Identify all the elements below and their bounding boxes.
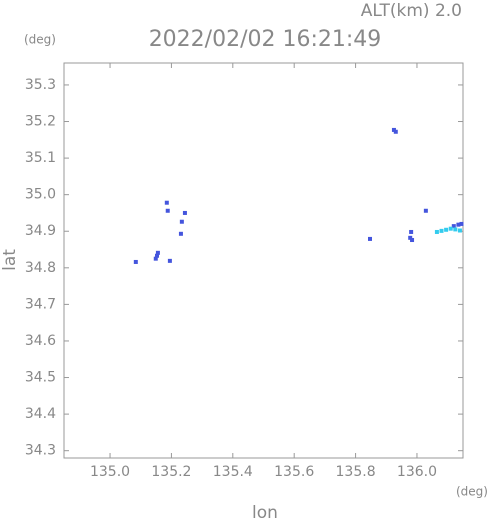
point xyxy=(451,224,456,229)
point xyxy=(178,231,183,236)
y-tick-label: 34.3 xyxy=(25,443,56,459)
y-tick-label: 34.9 xyxy=(25,223,56,239)
point xyxy=(453,227,458,232)
y-tick-label: 34.8 xyxy=(25,260,56,276)
point xyxy=(167,258,172,263)
point xyxy=(448,226,453,231)
x-tick-label: 135.0 xyxy=(90,464,130,480)
y-tick-label: 35.1 xyxy=(25,150,56,166)
point xyxy=(409,229,414,234)
point xyxy=(423,208,428,213)
point xyxy=(408,235,413,240)
point xyxy=(439,228,444,233)
x-tick-label: 135.2 xyxy=(151,464,191,480)
y-tick-label: 35.2 xyxy=(25,114,56,130)
point xyxy=(182,210,187,215)
point xyxy=(456,222,461,227)
point xyxy=(154,253,159,258)
x-unit: (deg) xyxy=(456,485,488,499)
y-tick-label: 35.0 xyxy=(25,187,56,203)
y-tick-label: 34.4 xyxy=(25,406,56,422)
y-tick-label: 34.7 xyxy=(25,296,56,312)
y-axis-label: lat xyxy=(0,249,20,271)
point xyxy=(133,259,138,264)
x-tick-label: 135.8 xyxy=(336,464,376,480)
point xyxy=(457,228,462,233)
x-axis-label: lon xyxy=(252,503,278,521)
point xyxy=(165,208,170,213)
point xyxy=(393,129,398,134)
y-unit: (deg) xyxy=(24,33,56,47)
point xyxy=(155,250,160,255)
point xyxy=(444,227,449,232)
x-tick-label: 136.0 xyxy=(397,464,437,480)
y-tick-label: 34.5 xyxy=(25,370,56,386)
chart-title: 2022/02/02 16:21:49 xyxy=(149,27,382,52)
point xyxy=(434,229,439,234)
point xyxy=(459,221,464,226)
point xyxy=(179,219,184,224)
point xyxy=(368,236,373,241)
y-tick-label: 35.3 xyxy=(25,77,56,93)
point xyxy=(410,238,415,243)
x-tick-label: 135.4 xyxy=(213,464,253,480)
x-tick-label: 135.6 xyxy=(274,464,314,480)
point xyxy=(164,200,169,205)
point xyxy=(153,256,158,261)
plot-frame xyxy=(63,62,464,459)
chart-subtitle: ALT(km) 2.0 xyxy=(361,1,462,21)
y-tick-label: 34.6 xyxy=(25,333,56,349)
